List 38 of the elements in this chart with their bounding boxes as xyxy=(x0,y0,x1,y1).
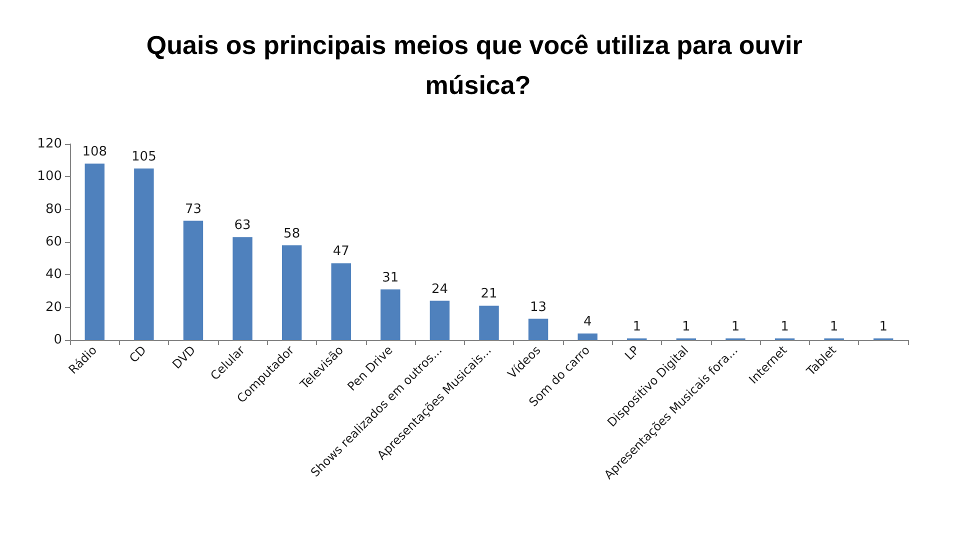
data-label: 63 xyxy=(234,218,251,234)
data-label: 1 xyxy=(682,319,690,334)
y-tick-label: 100 xyxy=(37,169,62,184)
bar xyxy=(331,263,351,340)
data-label: 1 xyxy=(830,319,838,334)
y-tick-label: 80 xyxy=(45,202,62,217)
data-label: 108 xyxy=(82,144,108,160)
data-label: 73 xyxy=(184,202,202,217)
y-tick-label: 120 xyxy=(37,136,62,152)
y-tick-label: 40 xyxy=(45,267,62,282)
bar xyxy=(380,289,400,340)
data-label: 1 xyxy=(780,319,789,334)
bar xyxy=(183,220,204,340)
data-label: 58 xyxy=(284,226,300,242)
x-tick-label: CD xyxy=(126,343,149,366)
data-label: 31 xyxy=(382,270,399,286)
bar xyxy=(282,245,302,340)
data-label: 21 xyxy=(480,286,498,302)
bar xyxy=(134,168,154,340)
y-tick-label: 60 xyxy=(45,234,62,250)
data-label: 1 xyxy=(879,319,888,334)
bar xyxy=(232,237,252,340)
data-label: 105 xyxy=(132,150,156,164)
bar xyxy=(84,164,105,340)
y-tick-label: 0 xyxy=(54,332,62,348)
data-label: 4 xyxy=(583,314,592,330)
data-label: 24 xyxy=(431,282,448,297)
bar xyxy=(479,306,499,340)
bar xyxy=(528,318,548,340)
y-tick-label: 20 xyxy=(45,300,62,315)
data-label: 1 xyxy=(632,319,642,334)
data-label: 1 xyxy=(731,319,740,334)
bar xyxy=(430,300,450,340)
x-tick-label: LP xyxy=(622,343,642,363)
data-label: 13 xyxy=(530,300,547,315)
data-label: 47 xyxy=(332,244,350,260)
chart-title: Quais os principais meios que você utiliza para ouvir música? xyxy=(146,30,810,100)
bar xyxy=(578,333,598,340)
